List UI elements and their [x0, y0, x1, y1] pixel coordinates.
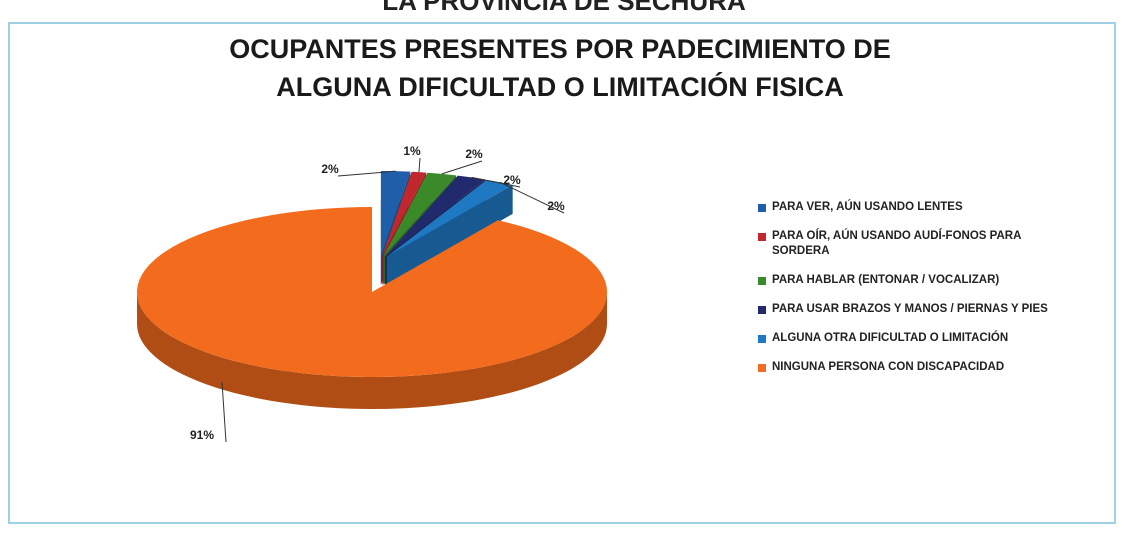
pie-slice — [380, 171, 411, 257]
data-label: 91% — [190, 428, 214, 442]
legend-swatch — [758, 204, 766, 212]
legend-item: ALGUNA OTRA DIFICULTAD O LIMITACIÓN — [758, 331, 1072, 346]
legend-label: NINGUNA PERSONA CON DISCAPACIDAD — [772, 361, 1005, 373]
legend-swatch — [758, 277, 766, 285]
leader-line — [471, 176, 521, 188]
legend: PARA VER, AÚN USANDO LENTES PARA OÍR, AÚN… — [758, 200, 1108, 389]
pie-slice-side — [386, 184, 513, 286]
data-label: 1% — [403, 144, 421, 158]
legend-item: PARA VER, AÚN USANDO LENTES — [758, 200, 1108, 215]
leader-line — [418, 157, 421, 173]
legend-label: PARA VER, AÚN USANDO LENTES — [772, 201, 963, 213]
leader-line — [441, 160, 483, 175]
legend-item: PARA HABLAR (ENTONAR / VOCALIZAR) — [758, 273, 1108, 288]
data-label: 2% — [547, 199, 565, 213]
legend-label: PARA USAR BRAZOS Y MANOS / PIERNAS Y PIE… — [772, 303, 1048, 315]
header: LA PROVINCIA DE SECHURA — [382, 0, 746, 16]
legend-item: PARA USAR BRAZOS Y MANOS / PIERNAS Y PIE… — [758, 302, 1072, 317]
legend-swatch — [758, 335, 766, 343]
pie-slice — [386, 179, 513, 257]
pie-slice-side — [137, 292, 607, 409]
legend-item: NINGUNA PERSONA CON DISCAPACIDAD — [758, 360, 1072, 375]
data-label: 2% — [321, 162, 339, 176]
pie-slice — [383, 172, 457, 257]
pie-slice — [385, 175, 486, 257]
legend-label: ALGUNA OTRA DIFICULTAD O LIMITACIÓN — [772, 332, 1009, 344]
leader-line — [337, 170, 396, 177]
legend-label: PARA OÍR, AÚN USANDO AUDÍ-FONOS PARA SOR… — [772, 230, 1021, 257]
legend-swatch — [758, 233, 766, 241]
pie-slice — [382, 171, 427, 257]
chart-frame — [8, 22, 1116, 524]
legend-swatch — [758, 306, 766, 314]
data-label: 2% — [503, 173, 521, 187]
data-label: 2% — [465, 147, 483, 161]
chart-title: OCUPANTES PRESENTES POR PADECIMIENTO DE … — [229, 34, 891, 102]
pie-slice — [136, 207, 607, 377]
legend-item: PARA OÍR, AÚN USANDO AUDÍ-FONOS PARA SOR… — [758, 229, 1072, 259]
leader-line — [221, 381, 227, 443]
leader-line — [499, 181, 565, 214]
legend-swatch — [758, 364, 766, 372]
legend-label: PARA HABLAR (ENTONAR / VOCALIZAR) — [772, 274, 1000, 286]
